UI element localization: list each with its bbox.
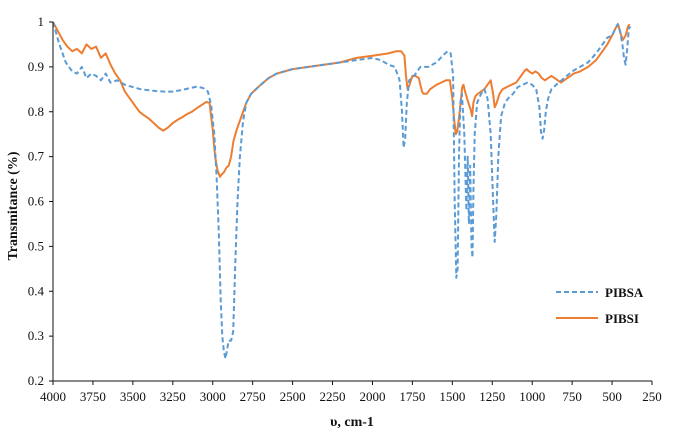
y-axis-title: Transmitance (%) <box>6 151 21 260</box>
axes <box>52 22 652 382</box>
x-tick-label: 2000 <box>359 389 385 404</box>
x-tick-label: 250 <box>642 389 662 404</box>
x-tick-label: 3500 <box>120 389 146 404</box>
x-axis-ticks: 4000 3750 3500 3250 3000 2750 2500 2250 2000 1750… <box>40 381 662 404</box>
x-tick-label: 2500 <box>280 389 306 404</box>
x-tick-label: 3000 <box>200 389 226 404</box>
y-tick-label: 0.3 <box>28 328 44 343</box>
legend-label-pibsi: PIBSI <box>605 311 639 326</box>
y-axis-ticks: 0.2 0.3 0.4 0.5 0.6 0.7 0.8 0.9 1 <box>28 14 53 388</box>
x-tick-label: 1750 <box>399 389 425 404</box>
x-axis-title: υ, cm-1 <box>330 415 374 430</box>
y-tick-label: 0.9 <box>28 59 44 74</box>
y-tick-label: 0.7 <box>28 149 45 164</box>
x-tick-label: 1500 <box>439 389 465 404</box>
series-line-pibsa <box>52 21 632 360</box>
x-tick-label: 1250 <box>479 389 505 404</box>
series-layer <box>52 21 632 360</box>
y-tick-label: 0.8 <box>28 104 44 119</box>
legend-label-pibsa: PIBSA <box>605 285 644 300</box>
x-tick-label: 4000 <box>40 389 66 404</box>
x-tick-label: 500 <box>602 389 622 404</box>
x-tick-label: 2750 <box>240 389 266 404</box>
y-tick-label: 0.5 <box>28 238 44 253</box>
x-tick-label: 1000 <box>519 389 545 404</box>
x-tick-label: 750 <box>562 389 582 404</box>
series-line-pibsi <box>52 21 631 178</box>
y-tick-label: 0.4 <box>28 283 45 298</box>
x-tick-label: 3750 <box>80 389 106 404</box>
y-tick-label: 1 <box>38 14 45 29</box>
y-tick-label: 0.2 <box>28 373 44 388</box>
x-tick-label: 3250 <box>160 389 186 404</box>
y-tick-label: 0.6 <box>28 194 45 209</box>
legend: PIBSA PIBSI <box>556 285 644 326</box>
x-tick-label: 2250 <box>320 389 346 404</box>
